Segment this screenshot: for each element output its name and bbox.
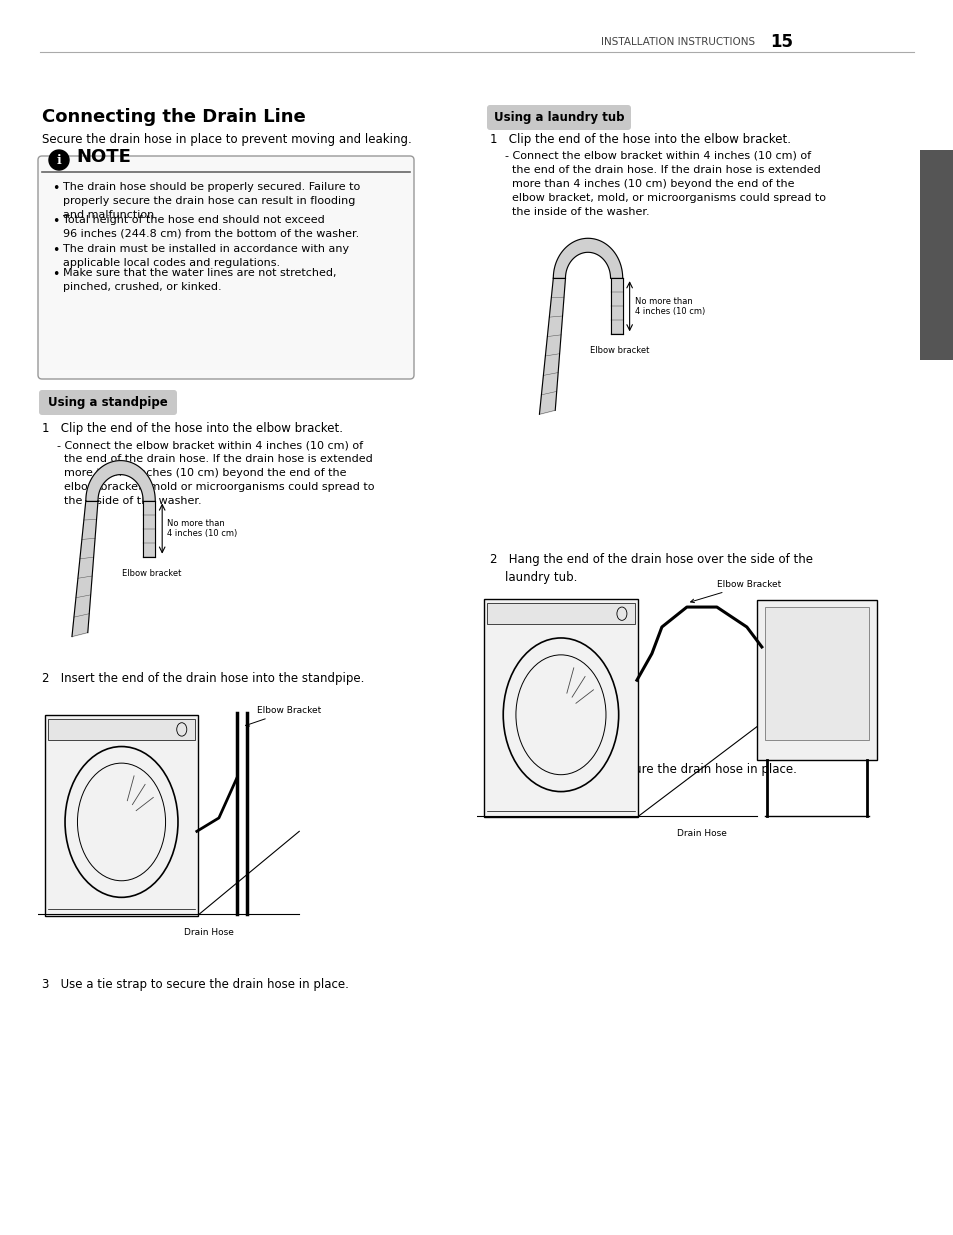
FancyBboxPatch shape <box>38 156 414 379</box>
Text: Using a standpipe: Using a standpipe <box>48 396 168 409</box>
Text: No more than
4 inches (10 cm): No more than 4 inches (10 cm) <box>167 519 237 538</box>
Text: Make sure that the water lines are not stretched,
pinched, crushed, or kinked.: Make sure that the water lines are not s… <box>63 268 336 291</box>
Text: The drain hose should be properly secured. Failure to
properly secure the drain : The drain hose should be properly secure… <box>63 182 360 220</box>
Text: INSTALLATION INSTRUCTIONS: INSTALLATION INSTRUCTIONS <box>600 37 754 47</box>
Text: 3   Use a tie strap to secure the drain hose in place.: 3 Use a tie strap to secure the drain ho… <box>490 763 796 776</box>
Text: Elbow Bracket: Elbow Bracket <box>690 580 781 603</box>
Text: ENGLISH: ENGLISH <box>931 231 941 279</box>
Text: •: • <box>52 268 59 282</box>
Text: 15: 15 <box>769 33 792 51</box>
FancyBboxPatch shape <box>919 149 953 359</box>
FancyBboxPatch shape <box>486 105 630 130</box>
Text: Elbow Bracket: Elbow Bracket <box>246 706 321 726</box>
Text: 1   Clip the end of the hose into the elbow bracket.: 1 Clip the end of the hose into the elbo… <box>42 422 343 435</box>
Text: 2   Insert the end of the drain hose into the standpipe.: 2 Insert the end of the drain hose into … <box>42 672 364 685</box>
Text: - Connect the elbow bracket within 4 inches (10 cm) of
  the end of the drain ho: - Connect the elbow bracket within 4 inc… <box>57 440 375 506</box>
Text: Elbow bracket: Elbow bracket <box>589 346 648 356</box>
Text: •: • <box>52 215 59 228</box>
Text: Drain Hose: Drain Hose <box>184 927 233 937</box>
Text: 1   Clip the end of the hose into the elbow bracket.: 1 Clip the end of the hose into the elbo… <box>490 133 790 146</box>
Text: Using a laundry tub: Using a laundry tub <box>494 111 623 124</box>
Bar <box>764 608 868 740</box>
Text: i: i <box>56 153 61 167</box>
Bar <box>756 600 876 760</box>
Text: Total height of the hose end should not exceed
96 inches (244.8 cm) from the bot: Total height of the hose end should not … <box>63 215 359 240</box>
Bar <box>49 719 194 740</box>
Polygon shape <box>610 278 622 335</box>
Polygon shape <box>553 238 622 278</box>
Text: No more than
4 inches (10 cm): No more than 4 inches (10 cm) <box>634 296 704 316</box>
Text: Connecting the Drain Line: Connecting the Drain Line <box>42 107 305 126</box>
Text: 3   Use a tie strap to secure the drain hose in place.: 3 Use a tie strap to secure the drain ho… <box>42 978 349 990</box>
FancyBboxPatch shape <box>39 390 177 415</box>
Polygon shape <box>71 500 98 636</box>
Polygon shape <box>143 500 155 557</box>
Polygon shape <box>538 278 565 414</box>
Bar <box>486 603 635 625</box>
Text: Secure the drain hose in place to prevent moving and leaking.: Secure the drain hose in place to preven… <box>42 133 412 146</box>
Circle shape <box>49 149 69 170</box>
Polygon shape <box>86 461 155 500</box>
Text: •: • <box>52 245 59 257</box>
FancyBboxPatch shape <box>483 599 638 818</box>
Text: - Connect the elbow bracket within 4 inches (10 cm) of
  the end of the drain ho: - Connect the elbow bracket within 4 inc… <box>504 151 825 217</box>
Text: The drain must be installed in accordance with any
applicable local codes and re: The drain must be installed in accordanc… <box>63 245 349 268</box>
Text: 2   Hang the end of the drain hose over the side of the
    laundry tub.: 2 Hang the end of the drain hose over th… <box>490 553 812 584</box>
Text: Drain Hose: Drain Hose <box>677 829 726 839</box>
Text: Elbow bracket: Elbow bracket <box>122 568 181 578</box>
Text: •: • <box>52 182 59 195</box>
Text: NOTE: NOTE <box>76 148 131 165</box>
FancyBboxPatch shape <box>45 715 197 916</box>
